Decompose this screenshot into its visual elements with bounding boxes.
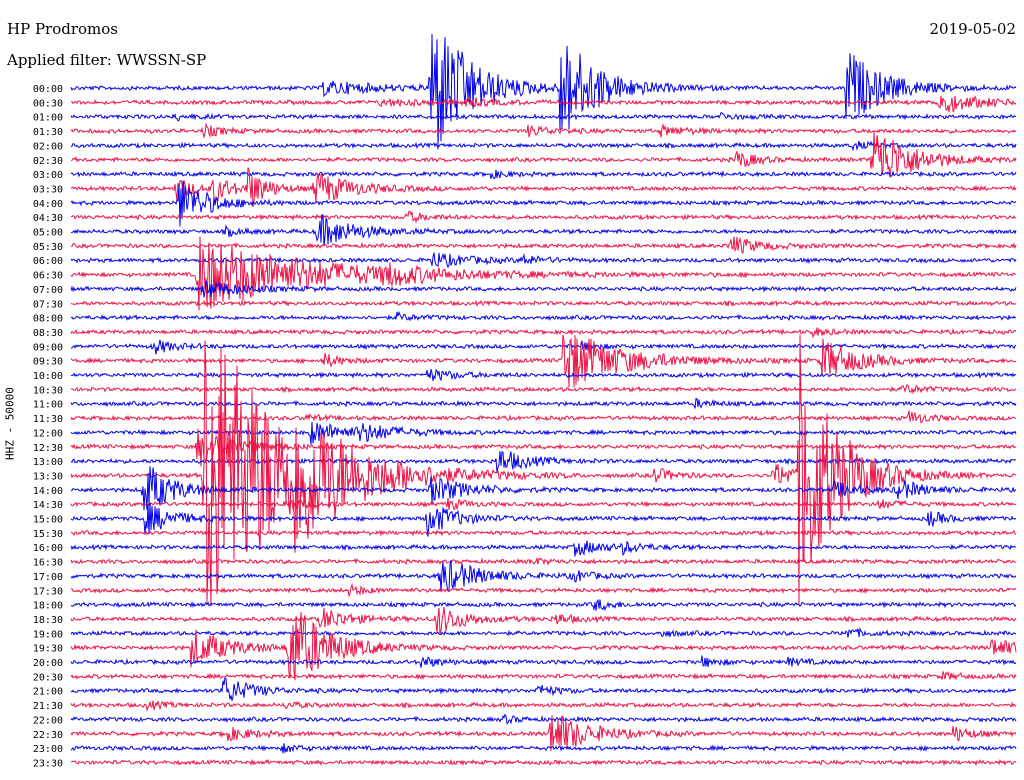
trace-row [70,498,1017,511]
trace-row [70,670,1017,681]
row-time-label: 01:30 [33,127,63,138]
row-time-label: 03:30 [33,184,63,195]
row-time-label: 05:00 [33,228,63,239]
date-label: 2019-05-02 [929,20,1016,38]
trace-row [70,112,1017,122]
trace-row [70,34,1017,150]
row-time-label: 23:30 [33,758,63,769]
trace-row [70,210,1017,224]
trace-row [70,502,1017,537]
trace-row [70,167,1017,207]
trace-row [70,598,1017,612]
row-time-label: 09:00 [33,342,63,353]
trace-row [70,655,1017,668]
trace-row [70,327,1017,339]
row-time-label: 18:00 [33,601,63,612]
trace-row [70,466,1017,511]
trace-row [70,214,1017,247]
trace-row [70,169,1017,180]
row-time-label: 04:30 [33,213,63,224]
row-time-label: 17:30 [33,586,63,597]
trace-row [70,310,1017,322]
trace-row [70,540,1017,557]
trace-row [70,713,1017,725]
row-time-label: 13:00 [33,457,63,468]
row-time-label: 04:00 [33,199,63,210]
row-time-label: 13:30 [33,471,63,482]
row-time-label: 10:00 [33,371,63,382]
row-time-label: 22:00 [33,715,63,726]
trace-row [70,252,1017,269]
trace-row [70,529,1017,537]
row-time-label: 16:00 [33,543,63,554]
filter-label: Applied filter: WWSSN-SP [7,51,207,69]
row-time-label: 14:30 [33,500,63,511]
trace-row [70,700,1017,712]
row-time-label: 10:30 [33,385,63,396]
trace-row [70,410,1017,424]
trace-row [70,334,1017,607]
trace-row [70,236,1017,311]
row-time-label: 07:30 [33,299,63,310]
trace-row [70,140,1017,152]
row-time-label: 00:00 [33,84,63,95]
row-time-label: 01:00 [33,113,63,124]
row-time-label: 11:00 [33,400,63,411]
row-time-label: 08:00 [33,314,63,325]
trace-row [70,368,1017,382]
trace-row [70,299,1017,308]
trace-row [70,180,1017,227]
row-time-label: 20:00 [33,658,63,669]
trace-row [70,677,1017,701]
row-time-label: 22:30 [33,730,63,741]
row-time-label: 09:30 [33,357,63,368]
row-time-label: 12:30 [33,443,63,454]
trace-row [70,556,1017,566]
row-time-label: 19:00 [33,629,63,640]
trace-row [71,582,1017,598]
trace-row [70,339,1017,355]
row-time-label: 15:00 [33,515,63,526]
trace-row [70,612,1017,681]
row-time-label: 06:30 [33,271,63,282]
station-title: HP Prodromos [7,20,118,38]
row-time-label: 08:30 [33,328,63,339]
row-time-label: 16:30 [33,558,63,569]
trace-row [70,606,1017,635]
trace-row [70,131,1017,178]
row-time-label: 20:30 [33,672,63,683]
trace-row [70,384,1017,395]
trace-row [70,334,1017,388]
trace-row [70,758,1017,767]
row-time-label: 00:30 [33,98,63,109]
row-time-label: 07:00 [33,285,63,296]
row-time-label: 12:00 [33,428,63,439]
trace-row [70,397,1017,409]
row-time-label: 18:30 [33,615,63,626]
row-time-label: 17:00 [33,572,63,583]
row-time-label: 23:00 [33,744,63,755]
row-time-label: 15:30 [33,529,63,540]
row-time-label: 06:00 [33,256,63,267]
trace-row [70,715,1017,752]
trace-row [70,236,1017,254]
trace-row [70,122,1017,139]
row-time-label: 14:00 [33,486,63,497]
row-time-label: 19:30 [33,644,63,655]
row-time-label: 21:30 [33,701,63,712]
trace-row [70,743,1017,754]
row-time-label: 11:30 [33,414,63,425]
row-time-label: 02:30 [33,156,63,167]
row-time-label: 03:00 [33,170,63,181]
trace-row [70,280,1017,298]
trace-row [70,626,1017,638]
trace-row [70,94,1017,113]
row-time-label: 05:30 [33,242,63,253]
trace-row [70,559,1017,592]
row-time-label: 21:00 [33,687,63,698]
row-time-label: 02:00 [33,141,63,152]
